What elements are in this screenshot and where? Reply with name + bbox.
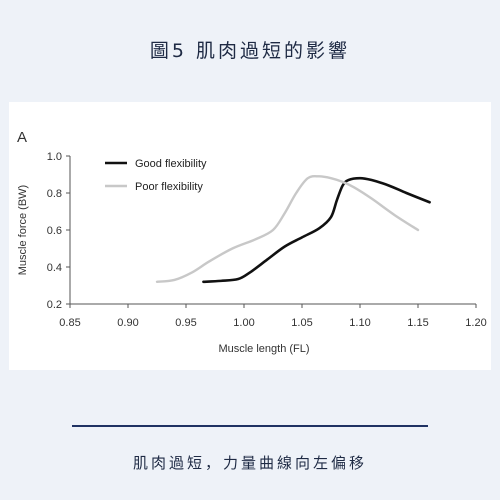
x-tick-label: 1.00 [233,317,254,329]
x-tick-label: 1.05 [291,317,312,329]
caption: 肌肉過短，力量曲線向左偏移 [132,454,367,472]
x-tick-label: 1.10 [349,317,370,329]
series-line-good-flexibility [202,176,431,284]
panel-label: A [17,129,27,146]
x-tick-label: 0.90 [117,317,138,329]
x-axis-label: Muscle length (FL) [218,343,309,355]
page-title: 圖5 肌肉過短的影響 [149,40,351,62]
chart-panel: A 0.85 0.90 0.95 1.00 1.05 1.10 1.15 1.20 0.2 0.… [9,102,491,370]
legend-label: Poor flexibility [135,181,203,193]
chart: A 0.85 0.90 0.95 1.00 1.05 1.10 1.15 1.20 0.2 0.… [17,129,487,355]
y-tick-label: 0.4 [47,262,62,274]
legend-label: Good flexibility [135,158,207,170]
x-tick-label: 0.95 [175,317,196,329]
divider [72,425,428,427]
y-tick-label: 0.2 [47,299,62,311]
y-tick-label: 1.0 [47,151,62,163]
x-tick-label: 1.20 [465,317,486,329]
x-tick-label: 0.85 [59,317,80,329]
x-tick-label: 1.15 [407,317,428,329]
y-tick-label: 0.8 [47,188,62,200]
y-axis-label: Muscle force (BW) [17,185,29,275]
series-line-poor-flexibility [155,175,420,283]
y-tick-label: 0.6 [47,225,62,237]
